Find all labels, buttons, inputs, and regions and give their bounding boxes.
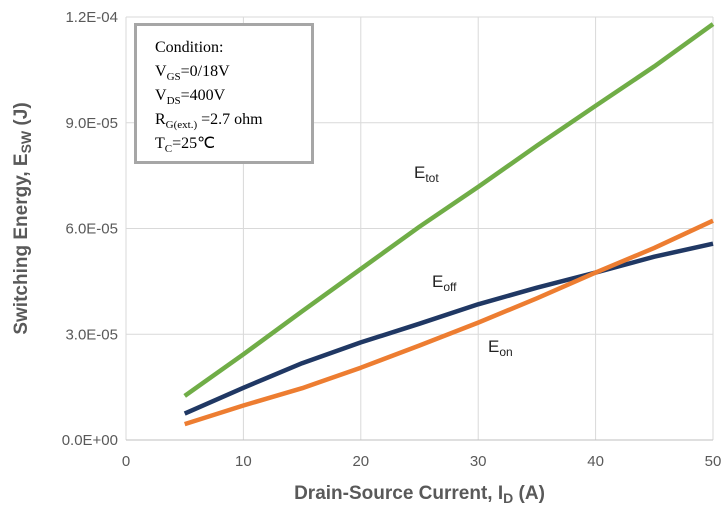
series-label-tot: Etot [414, 163, 439, 185]
x-tick-label: 30 [470, 453, 487, 470]
x-axis-title: Drain-Source Current, ID (A) [294, 483, 545, 506]
series-label-off: Eoff [432, 272, 457, 294]
y-axis-title: Switching Energy, ESW (J) [11, 102, 34, 334]
x-tick-label: 50 [705, 453, 722, 470]
x-tick-label: 0 [122, 453, 130, 470]
condition-box: Condition: VGS=0/18V VDS=400V RG(ext.) =2.7… [134, 23, 314, 164]
condition-line: TC=25℃ [155, 135, 215, 155]
x-tick-label: 10 [235, 453, 252, 470]
series-label-on: Eon [488, 337, 513, 359]
tick-labels: 0 10 20 30 40 50 0.0E+00 3.0E-05 6.0E-05 9.0E-05 1… [62, 9, 722, 470]
axis-titles: Drain-Source Current, ID (A) Switching En… [11, 102, 545, 506]
series-line-off [183, 241, 714, 416]
series-line-on [184, 218, 714, 427]
condition-box-border [134, 23, 314, 164]
series-group [183, 22, 715, 427]
condition-line: VDS=400V [155, 87, 226, 107]
y-tick-label: 1.2E-04 [65, 9, 118, 26]
series-line-tot [183, 22, 715, 398]
x-tick-label: 20 [352, 453, 369, 470]
y-tick-label: 9.0E-05 [65, 115, 118, 132]
y-tick-label: 0.0E+00 [62, 432, 118, 449]
series-labels: Etot Eoff Eon [414, 163, 513, 359]
x-tick-label: 40 [587, 453, 604, 470]
y-tick-label: 6.0E-05 [65, 221, 118, 238]
condition-line: VGS=0/18V [155, 63, 230, 83]
condition-line: Condition: [155, 39, 223, 56]
y-tick-label: 3.0E-05 [65, 326, 118, 343]
condition-line: RG(ext.) =2.7 ohm [155, 111, 263, 131]
